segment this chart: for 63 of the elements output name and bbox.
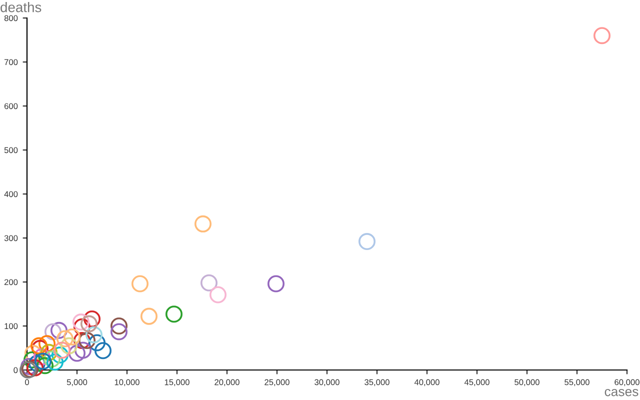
point <box>83 310 101 328</box>
x-tick-label: 45,000 <box>464 379 490 386</box>
x-tick-label: 35,000 <box>364 379 390 386</box>
y-tick-label: 100 <box>4 323 18 330</box>
point <box>267 275 285 292</box>
point <box>34 352 52 370</box>
point <box>63 328 81 346</box>
point <box>110 323 128 340</box>
x-tick-label: 10,000 <box>114 379 140 386</box>
y-tick-label: 700 <box>4 59 18 66</box>
point <box>73 332 91 350</box>
x-tick-label: 25,000 <box>264 379 290 386</box>
point <box>358 233 376 250</box>
y-tick-label: 600 <box>4 103 18 110</box>
point <box>85 326 103 344</box>
point <box>53 342 71 359</box>
point <box>200 274 218 292</box>
x-tick-label: 50,000 <box>514 379 540 386</box>
point <box>74 342 92 359</box>
point <box>140 308 158 325</box>
x-tick-label: 15,000 <box>164 379 190 386</box>
point <box>80 315 98 332</box>
x-tick-label: 40,000 <box>414 379 440 386</box>
point <box>36 357 54 374</box>
x-tick-label: 5,000 <box>66 379 88 386</box>
y-axis-title: deaths <box>0 2 42 12</box>
y-tick-label: 400 <box>4 191 18 198</box>
point <box>56 330 74 348</box>
point <box>44 323 62 340</box>
y-tick-label: 500 <box>4 147 18 154</box>
point <box>72 314 90 331</box>
x-axis-title: cases <box>604 388 638 396</box>
y-tick-label: 300 <box>4 235 18 242</box>
point <box>40 344 58 361</box>
point <box>26 359 44 376</box>
point <box>28 354 46 372</box>
point <box>165 306 183 323</box>
x-tick-label: 60,000 <box>614 379 640 386</box>
point <box>50 322 68 339</box>
point <box>68 344 86 362</box>
point <box>33 348 51 366</box>
x-tick-label: 0 <box>25 379 29 386</box>
point <box>209 286 227 304</box>
y-tick-label: 200 <box>4 279 18 286</box>
point <box>110 317 128 335</box>
point <box>131 275 149 292</box>
point <box>73 318 91 336</box>
point <box>88 334 106 352</box>
point <box>46 354 64 371</box>
point <box>94 342 112 360</box>
y-tick-label: 0 <box>14 367 18 374</box>
x-tick-label: 55,000 <box>564 379 590 386</box>
point <box>38 335 56 352</box>
x-tick-label: 20,000 <box>214 379 240 386</box>
point <box>43 350 61 368</box>
point <box>78 332 96 350</box>
y-tick-label: 800 <box>4 15 18 22</box>
point <box>593 27 611 44</box>
point <box>60 337 78 354</box>
point <box>51 346 69 364</box>
point <box>23 351 41 368</box>
point <box>194 215 212 232</box>
x-tick-label: 30,000 <box>314 379 340 386</box>
